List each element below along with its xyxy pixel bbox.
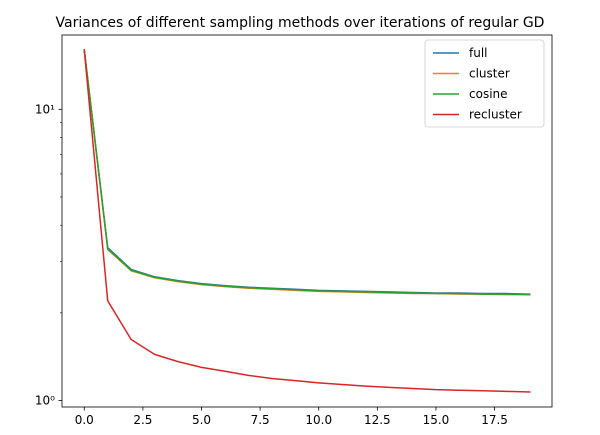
series-line-recluster (83, 49, 531, 393)
x-tick-label: 7.5 (251, 413, 270, 427)
legend-label-cosine: cosine (469, 87, 508, 101)
series-layer (83, 49, 531, 393)
legend-box (424, 39, 545, 128)
x-tick-label: 17.5 (481, 413, 508, 427)
series-line-cosine (83, 49, 531, 296)
legend-label-cluster: cluster (469, 67, 510, 81)
x-tick-label: 2.5 (133, 413, 152, 427)
x-tick-label: 5.0 (192, 413, 211, 427)
x-tick-label: 0.0 (75, 413, 94, 427)
legend: full cluster cosine recluster (424, 39, 545, 128)
chart-title: Variances of different sampling methods … (56, 15, 545, 31)
y-tick-label: 10¹ (35, 102, 55, 116)
axes-layer: 0.0 2.5 5.0 7.5 10.0 12.5 15.0 17.5 10⁰ 10¹ (35, 34, 553, 427)
axes-frame (61, 34, 553, 408)
x-tick-label: 10.0 (305, 413, 332, 427)
y-tick-label: 10⁰ (35, 394, 55, 408)
legend-label-recluster: recluster (469, 108, 522, 122)
x-tick-label: 12.5 (364, 413, 391, 427)
x-tick-label: 15.0 (423, 413, 450, 427)
legend-label-full: full (469, 46, 488, 60)
